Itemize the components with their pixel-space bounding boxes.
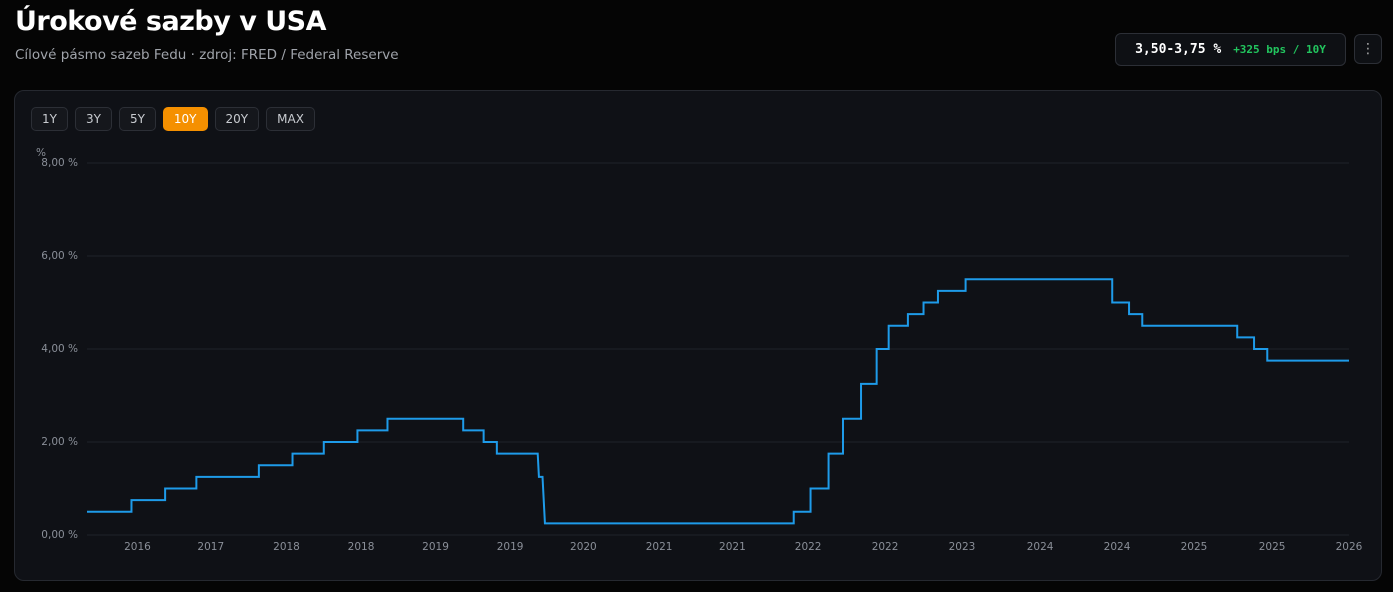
menu-button[interactable]: ⋮: [1354, 34, 1382, 64]
y-tick-label: 6,00 %: [41, 250, 78, 262]
x-tick-label: 2018: [273, 541, 300, 553]
x-tick-label: 2019: [422, 541, 449, 553]
x-tick-label: 2021: [646, 541, 673, 553]
range-button[interactable]: 20Y: [214, 107, 260, 131]
y-tick-label: 4,00 %: [41, 343, 78, 355]
x-tick-label: 2018: [348, 541, 375, 553]
x-tick-label: 2019: [497, 541, 524, 553]
x-tick-label: 2017: [197, 541, 224, 553]
y-axis-label: %: [36, 147, 46, 159]
x-tick-label: 2020: [570, 541, 597, 553]
x-tick-label: 2022: [872, 541, 899, 553]
y-tick-label: 0,00 %: [41, 529, 78, 541]
y-tick-label: 8,00 %: [41, 157, 78, 169]
range-button[interactable]: MAX: [266, 107, 315, 131]
x-tick-label: 2024: [1104, 541, 1131, 553]
range-button[interactable]: 5Y: [118, 107, 156, 131]
chart-panel: [14, 90, 1382, 581]
page-subtitle: Cílové pásmo sazeb Fedu · zdroj: FRED / …: [15, 47, 399, 63]
range-button[interactable]: 10Y: [162, 107, 208, 131]
range-button[interactable]: 1Y: [31, 107, 68, 131]
x-tick-label: 2022: [795, 541, 822, 553]
current-rate-badge: 3,50-3,75 % +325 bps / 10Y: [1115, 33, 1346, 66]
x-tick-label: 2026: [1336, 541, 1363, 553]
range-button[interactable]: 3Y: [74, 107, 112, 131]
range-buttons: 1Y 3Y 5Y 10Y 20Y MAX: [31, 107, 315, 131]
x-tick-label: 2016: [124, 541, 151, 553]
x-tick-label: 2025: [1181, 541, 1208, 553]
x-tick-label: 2021: [719, 541, 746, 553]
x-tick-label: 2025: [1259, 541, 1286, 553]
y-tick-label: 2,00 %: [41, 436, 78, 448]
x-tick-label: 2024: [1027, 541, 1054, 553]
rate-line: [87, 278, 1349, 525]
current-rate: 3,50-3,75 %: [1135, 42, 1222, 57]
page-title: Úrokové sazby v USA: [15, 6, 326, 37]
x-tick-label: 2023: [949, 541, 976, 553]
rate-change: +325 bps / 10Y: [1233, 43, 1326, 56]
